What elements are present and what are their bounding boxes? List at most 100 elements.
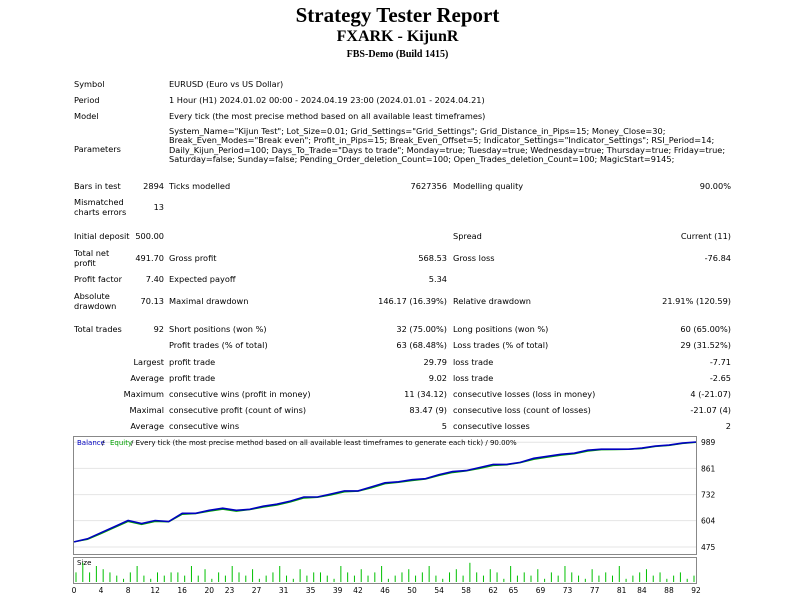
- y-tick-label: 475: [701, 543, 716, 552]
- x-tick-label: 39: [333, 586, 343, 595]
- main-chart-frame: [73, 436, 697, 555]
- pf-value: 7.40: [145, 274, 164, 284]
- max-cons-wins-label: consecutive wins (profit in money): [169, 389, 311, 399]
- report-title: Strategy Tester Report: [295, 3, 500, 27]
- x-tick-label: 69: [536, 586, 546, 595]
- average-profit-value: 9.02: [428, 373, 447, 383]
- spread-value: Current (11): [680, 231, 731, 241]
- average2-label: Average: [130, 421, 164, 431]
- average-loss-label: loss trade: [453, 373, 494, 383]
- x-tick-label: 4: [99, 586, 104, 595]
- average-loss-value: -2.65: [709, 373, 731, 383]
- x-tick-label: 88: [664, 586, 674, 595]
- period-value: 1 Hour (H1) 2024.01.02 00:00 - 2024.04.1…: [169, 95, 485, 105]
- largest-loss-value: -7.71: [709, 357, 731, 367]
- max-cons-losses-value: 4 (-21.07): [690, 389, 731, 399]
- report-server: FBS-Demo (Build 1415): [346, 49, 449, 60]
- long-value: 60 (65.00%): [680, 324, 731, 334]
- x-tick-label: 65: [509, 586, 519, 595]
- average-label: Average: [130, 373, 164, 383]
- symbol-label: Symbol: [74, 79, 105, 89]
- avg-cons-losses-label: consecutive losses: [453, 421, 530, 431]
- legend-equity: Equity: [110, 439, 132, 447]
- x-tick-label: 46: [380, 586, 390, 595]
- largest-label: Largest: [133, 357, 164, 367]
- profit-trades-value: 63 (68.48%): [396, 340, 447, 350]
- parameters-value: System_Name="Kijun Test"; Lot_Size=0.01;…: [169, 126, 726, 165]
- spread-label: Spread: [453, 231, 482, 241]
- bars-value: 2894: [143, 181, 164, 191]
- deposit-label: Initial deposit: [74, 231, 130, 241]
- mismatch-label-1: Mismatched: [74, 197, 124, 207]
- x-tick-label: 27: [252, 586, 262, 595]
- period-label: Period: [74, 95, 100, 105]
- avg-cons-losses-value: 2: [725, 421, 731, 431]
- x-tick-label: 16: [177, 586, 187, 595]
- x-tick-label: 54: [434, 586, 444, 595]
- max-cons-losses-label: consecutive losses (loss in money): [453, 389, 596, 399]
- maximal-profit-value: 83.47 (9): [409, 405, 447, 415]
- grossloss-value: -76.84: [704, 253, 731, 263]
- maximal-label: Maximal: [129, 405, 164, 415]
- largest-profit-label: profit trade: [169, 357, 216, 367]
- avg-cons-wins-label: consecutive wins: [169, 421, 240, 431]
- x-tick-label: 62: [488, 586, 498, 595]
- balance-line: [73, 441, 697, 543]
- y-tick-label: 732: [701, 491, 716, 500]
- x-tick-label: 42: [353, 586, 363, 595]
- netprofit-value: 491.70: [135, 253, 164, 263]
- maximal-loss-label: consecutive loss (count of losses): [453, 405, 591, 415]
- x-tick-label: 20: [204, 586, 214, 595]
- size-chart-frame: [73, 557, 697, 584]
- maximum-label: Maximum: [123, 389, 164, 399]
- short-label: Short positions (won %): [169, 324, 267, 334]
- quality-label: Modelling quality: [453, 181, 524, 191]
- trades-value: 92: [153, 324, 164, 334]
- x-tick-label: 31: [279, 586, 289, 595]
- largest-loss-label: loss trade: [453, 357, 494, 367]
- short-value: 32 (75.00%): [396, 324, 447, 334]
- y-tick-label: 861: [701, 464, 716, 473]
- legend-sep: /: [102, 439, 105, 447]
- payoff-value: 5.34: [428, 274, 447, 284]
- absdd-label-2: drawdown: [74, 301, 117, 311]
- x-tick-label: 84: [637, 586, 647, 595]
- trades-label: Total trades: [74, 324, 122, 334]
- x-tick-label: 50: [407, 586, 417, 595]
- maximal-profit-label: consecutive profit (count of wins): [169, 405, 307, 415]
- absdd-value: 70.13: [140, 296, 164, 306]
- reldd-value: 21.91% (120.59): [662, 296, 731, 306]
- max-cons-wins-value: 11 (34.12): [404, 389, 447, 399]
- grossloss-label: Gross loss: [453, 253, 495, 263]
- mismatch-label-2: charts errors: [74, 207, 127, 217]
- profit-trades-label: Profit trades (% of total): [169, 340, 268, 350]
- model-value: Every tick (the most precise method base…: [169, 111, 486, 121]
- x-tick-label: 35: [306, 586, 316, 595]
- legend-rest: / Every tick (the most precise method ba…: [131, 439, 517, 447]
- quality-value: 90.00%: [699, 181, 731, 191]
- loss-trades-label: Loss trades (% of total): [453, 340, 549, 350]
- x-tick-label: 58: [461, 586, 471, 595]
- mismatch-value: 13: [153, 202, 164, 212]
- long-label: Long positions (won %): [453, 324, 549, 334]
- bars-label: Bars in test: [74, 181, 121, 191]
- grossprofit-label: Gross profit: [169, 253, 217, 263]
- maxdd-value: 146.17 (16.39%): [378, 296, 447, 306]
- ticks-value: 7627356: [410, 181, 447, 191]
- x-tick-label: 73: [563, 586, 573, 595]
- payoff-label: Expected payoff: [169, 274, 236, 284]
- pf-label: Profit factor: [74, 274, 122, 284]
- report-subtitle: FXARK - KijunR: [336, 28, 459, 45]
- x-tick-label: 23: [225, 586, 235, 595]
- symbol-value: EURUSD (Euro vs US Dollar): [169, 79, 284, 89]
- x-tick-label: 81: [617, 586, 627, 595]
- netprofit-label-1: Total net: [74, 248, 110, 258]
- y-tick-label: 989: [701, 438, 716, 447]
- x-tick-label: 8: [126, 586, 131, 595]
- legend-balance: Balance: [77, 439, 105, 447]
- reldd-label: Relative drawdown: [453, 296, 531, 306]
- model-label: Model: [74, 111, 99, 121]
- x-tick-label: 77: [590, 586, 600, 595]
- parameters-label: Parameters: [74, 144, 121, 154]
